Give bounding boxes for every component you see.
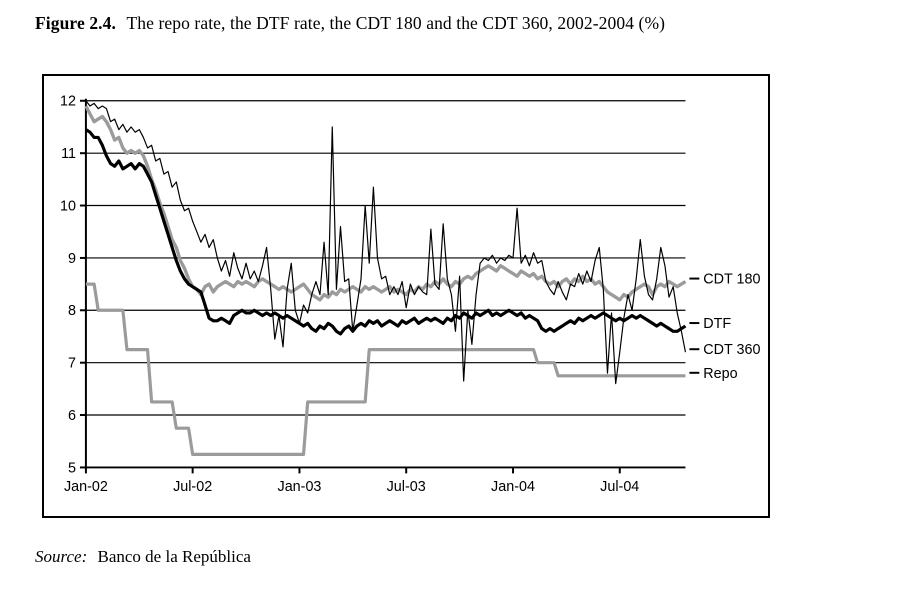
legend-label-cdt-180: CDT 180 (703, 272, 760, 288)
gridlines (85, 100, 686, 416)
y-tick-label: 5 (68, 460, 76, 476)
series-dtf-line (85, 128, 687, 336)
x-tick-label: Jul-02 (173, 479, 212, 495)
y-tick-label: 10 (60, 198, 76, 214)
figure-number: Figure 2.4. (35, 13, 116, 33)
legend-label-dtf: DTF (703, 316, 731, 332)
x-tick-label: Jan-03 (278, 479, 322, 495)
series-cdt-180-line (84, 105, 687, 302)
axes (79, 98, 686, 474)
x-tick-label: Jul-03 (387, 479, 426, 495)
figure-title-text: The repo rate, the DTF rate, the CDT 180… (126, 13, 666, 33)
legend-label-cdt-360: CDT 360 (703, 342, 760, 358)
y-tick-label: 9 (68, 251, 76, 267)
series-repo-line (85, 282, 686, 456)
y-tick-label: 12 (60, 94, 76, 110)
source-line: Source: Banco de la República (35, 547, 251, 567)
y-axis-labels: 5 6 7 8 9 10 11 12 (60, 94, 76, 477)
legend-label-repo: Repo (703, 366, 737, 382)
x-tick-label: Jan-04 (491, 479, 535, 495)
figure-title: Figure 2.4. The repo rate, the DTF rate,… (35, 13, 665, 34)
series-cdt-360-line (85, 100, 687, 385)
x-tick-label: Jan-02 (64, 479, 108, 495)
y-tick-label: 7 (68, 356, 76, 372)
source-text: Banco de la República (97, 547, 251, 566)
y-tick-label: 8 (68, 303, 76, 319)
legend: CDT 180 DTF CDT 360 Repo (689, 272, 761, 382)
chart-frame: 5 6 7 8 9 10 11 12 Jan-02 Jul-02 Jan-03 Jul-03 Jan-0… (42, 74, 770, 518)
y-tick-label: 11 (61, 146, 76, 162)
source-label: Source: (35, 547, 88, 566)
y-tick-label: 6 (68, 408, 76, 424)
x-tick-label: Jul-04 (600, 479, 639, 495)
x-axis-labels: Jan-02 Jul-02 Jan-03 Jul-03 Jan-04 Jul-04 (64, 479, 639, 495)
